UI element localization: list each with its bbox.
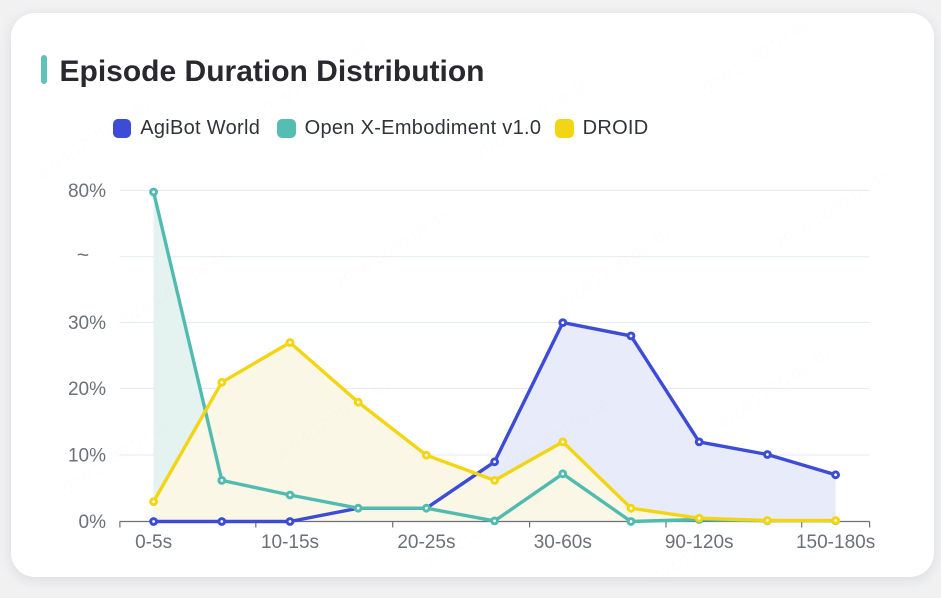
- svg-text:0-5s: 0-5s: [135, 532, 172, 553]
- svg-text:30-60s: 30-60s: [534, 532, 592, 553]
- svg-text:30%: 30%: [68, 313, 106, 334]
- svg-text:2024/12/30 09:46: 2024/12/30 09:46: [332, 205, 453, 293]
- svg-text:2024/12/30 09:46: 2024/12/30 09:46: [712, 345, 833, 433]
- svg-text:0%: 0%: [79, 512, 107, 533]
- svg-text:2024/12/30 09:46: 2024/12/30 09:46: [772, 165, 893, 253]
- svg-text:20-25s: 20-25s: [397, 532, 455, 553]
- svg-text:10%: 10%: [68, 446, 106, 467]
- svg-text:~: ~: [77, 244, 89, 267]
- svg-text:2024/12/30 09:46: 2024/12/30 09:46: [552, 225, 673, 313]
- svg-text:20%: 20%: [68, 379, 106, 400]
- svg-text:90-120s: 90-120s: [665, 532, 734, 553]
- svg-text:150-180s: 150-180s: [796, 532, 875, 553]
- svg-text:10-15s: 10-15s: [261, 532, 319, 553]
- svg-text:80%: 80%: [68, 181, 106, 202]
- svg-text:2024/12/30 09:46: 2024/12/30 09:46: [692, 15, 813, 103]
